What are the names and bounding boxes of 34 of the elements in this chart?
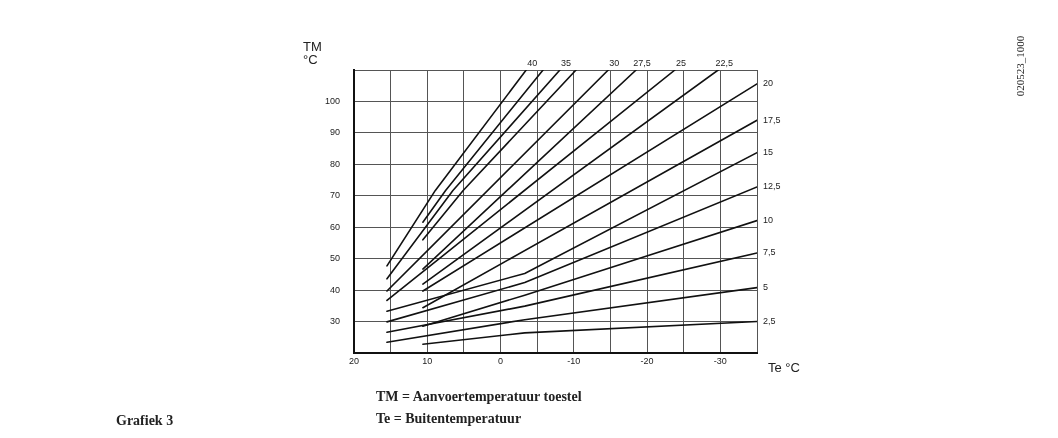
series-label: 22,5 [715, 57, 733, 68]
series-label: 2,5 [763, 316, 776, 327]
x-tick-label: 10 [422, 355, 433, 366]
x-axis-title: Te °C [768, 360, 800, 375]
y-tick-label: 40 [329, 284, 340, 295]
x-tick-label: -20 [640, 355, 654, 366]
series-label: 30 [609, 57, 620, 68]
series-label: 5 [763, 282, 769, 293]
x-tick-label: -30 [713, 355, 727, 366]
series-label: 10 [763, 215, 774, 226]
series-label: 35 [560, 57, 571, 68]
y-tick-label: 60 [329, 221, 340, 232]
text: 020523_1000 [1014, 35, 1027, 97]
y-tick-label: 80 [329, 158, 340, 169]
series-label: 27,5 [633, 57, 651, 68]
series-label: 25 [675, 57, 686, 68]
series-label: 12,5 [763, 181, 781, 192]
text: Te = Buitentemperatuur [376, 411, 522, 427]
text: TM = Aanvoertemperatuur toestel [376, 389, 582, 405]
series-label: 40 [527, 57, 538, 68]
y-tick-label: 50 [329, 253, 340, 264]
series-label: 17,5 [763, 114, 781, 125]
text: Grafiek 3 [116, 413, 174, 429]
series-label: 20 [763, 78, 774, 89]
series-label: 15 [763, 147, 774, 158]
y-tick-label: 70 [329, 190, 340, 201]
x-tick-label: 0 [498, 355, 504, 366]
series-label: 7,5 [763, 247, 776, 258]
x-tick-label: 20 [348, 355, 360, 366]
y-tick-label: 30 [329, 316, 340, 327]
y-tick-label: 90 [329, 127, 340, 138]
y-tick-label: 100 [324, 95, 340, 106]
y-axis-title: TM °C [303, 39, 322, 67]
x-tick-label: -10 [567, 355, 581, 366]
